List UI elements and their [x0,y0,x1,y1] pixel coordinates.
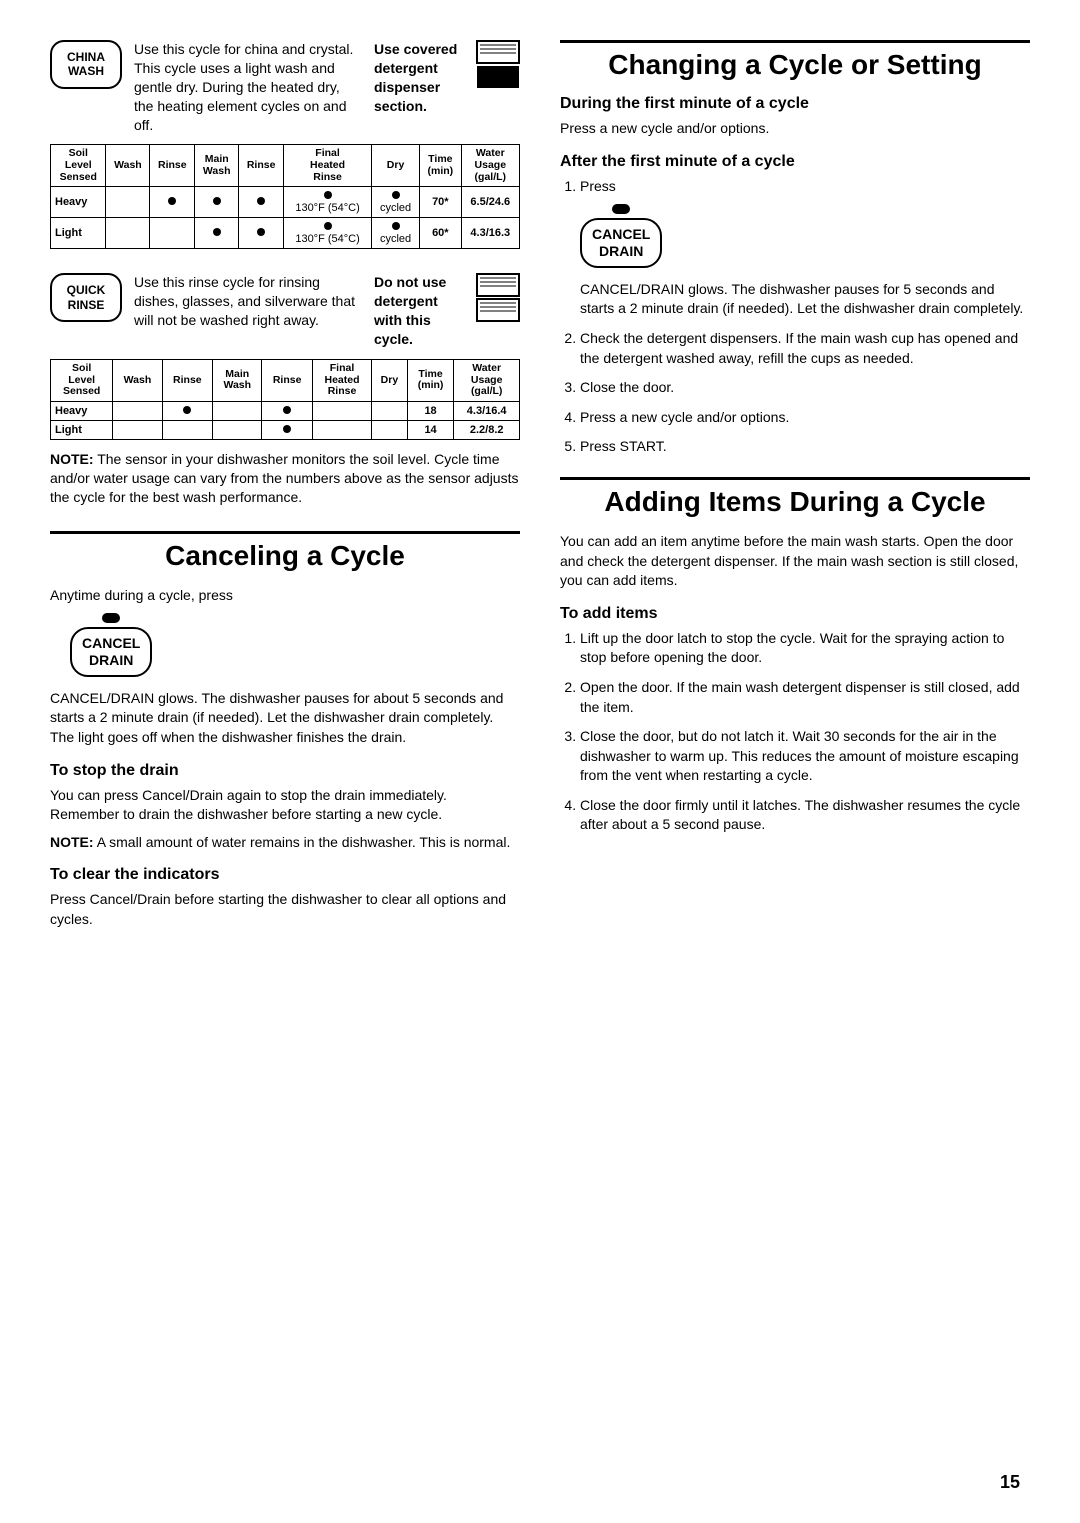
quick-rinse-desc: Use this rinse cycle for rinsing dishes,… [134,273,362,330]
adding-title: Adding Items During a Cycle [560,477,1030,518]
cancel-led-icon [102,613,120,623]
stop-drain-p1: You can press Cancel/Drain again to stop… [50,786,520,825]
add-step-2: Open the door. If the main wash detergen… [580,678,1030,717]
add-step-1: Lift up the door latch to stop the cycle… [580,629,1030,668]
cancel-led-icon [612,204,630,214]
china-wash-desc: Use this cycle for china and crystal. Th… [134,40,362,134]
sensor-note: NOTE: NOTE: The sensor in your dishwashe… [50,450,520,507]
canceling-body: CANCEL/DRAIN glows. The dishwasher pause… [50,689,520,748]
adding-intro: You can add an item anytime before the m… [560,532,1030,591]
after-step-1: Press CANCEL DRAIN CANCEL/DRAIN glows. T… [580,177,1030,319]
after-step-5: Press START. [580,437,1030,457]
quick-rinse-dispenser-label: Do not use detergent with this cycle. [374,273,464,349]
quick-rinse-button: QUICK RINSE [50,273,122,322]
changing-title: Changing a Cycle or Setting [560,40,1030,81]
page-number: 15 [1000,1472,1020,1493]
table-row: Light142.2/8.2 [51,420,520,439]
stop-drain-p2: NOTE: A small amount of water remains in… [50,833,520,853]
table-row: Heavy130°F (54°C)cycled70*6.5/24.6 [51,187,520,218]
cancel-label: CANCEL [82,635,140,652]
canceling-title: Canceling a Cycle [50,531,520,572]
add-items-heading: To add items [560,605,1030,623]
table-row: Heavy184.3/16.4 [51,401,520,420]
canceling-intro: Anytime during a cycle, press [50,586,520,606]
cancel-label: CANCEL [592,226,650,243]
china-wash-button: CHINA WASH [50,40,122,89]
china-wash-section: CHINA WASH Use this cycle for china and … [50,40,520,249]
quick-rinse-section: QUICK RINSE Use this rinse cycle for rin… [50,273,520,506]
after-heading: After the first minute of a cycle [560,153,1030,171]
add-step-3: Close the door, but do not latch it. Wai… [580,727,1030,786]
table-row: Light130°F (54°C)cycled60*4.3/16.3 [51,218,520,249]
after-step-4: Press a new cycle and/or options. [580,408,1030,428]
after-step-1-body: CANCEL/DRAIN glows. The dishwasher pause… [580,280,1030,319]
during-heading: During the first minute of a cycle [560,95,1030,113]
clear-indicators-heading: To clear the indicators [50,866,520,884]
during-p: Press a new cycle and/or options. [560,119,1030,139]
cancel-drain-button: CANCEL DRAIN [70,613,520,677]
stop-drain-heading: To stop the drain [50,762,520,780]
dispenser-stack-icon [476,273,520,323]
quick-rinse-table: SoilLevelSensedWashRinseMainWashRinseFin… [50,359,520,440]
china-wash-table: SoilLevelSensedWashRinseMainWashRinseFin… [50,144,520,249]
china-wash-dispenser-label: Use covered detergent dispenser section. [374,40,464,116]
drain-label: DRAIN [592,243,650,260]
dispenser-icon [476,40,520,90]
drain-label: DRAIN [82,652,140,669]
clear-indicators-p: Press Cancel/Drain before starting the d… [50,890,520,929]
add-items-steps: Lift up the door latch to stop the cycle… [580,629,1030,835]
after-step-3: Close the door. [580,378,1030,398]
after-steps: Press CANCEL DRAIN CANCEL/DRAIN glows. T… [580,177,1030,457]
add-step-4: Close the door firmly until it latches. … [580,796,1030,835]
after-step-2: Check the detergent dispensers. If the m… [580,329,1030,368]
